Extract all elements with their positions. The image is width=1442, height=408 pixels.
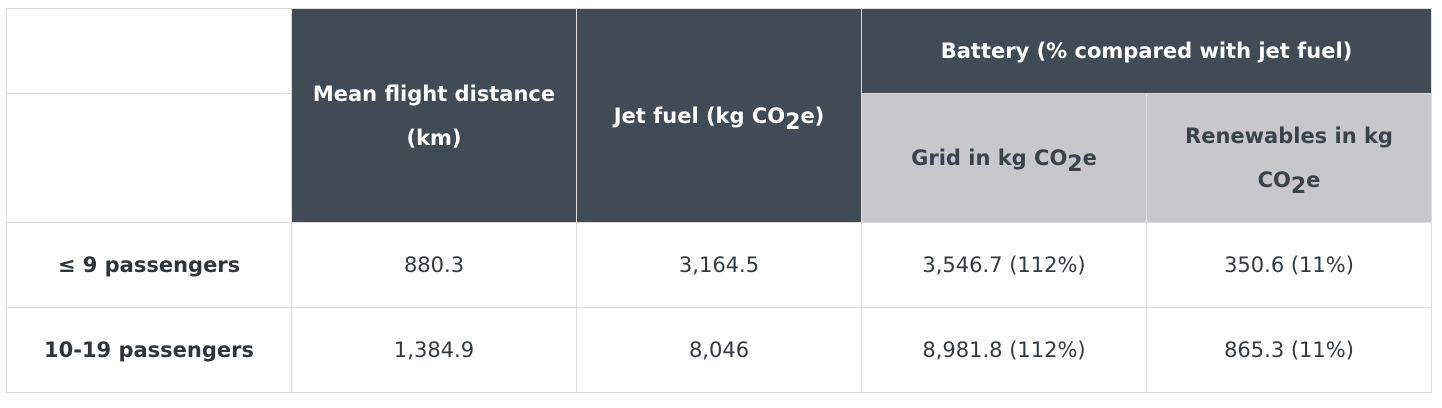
header-grid-label: Grid in kg CO [911,146,1068,170]
header-row-1: Mean flight distance (km) Jet fuel (kg C… [6,8,1432,223]
row-label: ≤ 9 passengers [6,222,292,308]
corner-cell-top [6,8,292,94]
cell-jet-fuel: 3,164.5 [576,222,862,308]
header-jet-fuel-label: Jet fuel (kg CO [613,103,786,128]
cell-jet-fuel: 8,046 [576,307,862,393]
row-label: 10-19 passengers [6,307,292,393]
header-jet-fuel-suffix: e) [800,103,825,128]
emissions-table: Mean flight distance (km) Jet fuel (kg C… [6,8,1432,393]
header-jet-fuel: Jet fuel (kg CO2e) [576,8,862,223]
cell-grid: 3,546.7 (112%) [861,222,1147,308]
header-grid-suffix: e [1082,146,1097,170]
table-row: 10-19 passengers 1,384.9 8,046 8,981.8 (… [6,307,1432,393]
header-battery-group: Battery (% compared with jet fuel) [861,8,1432,94]
cell-distance: 1,384.9 [291,307,577,393]
header-grid-subscript: 2 [1067,152,1083,177]
table-row: ≤ 9 passengers 880.3 3,164.5 3,546.7 (11… [6,222,1432,308]
header-renewables-label: Renewables in kg CO [1185,124,1393,192]
cell-distance: 880.3 [291,222,577,308]
header-renewables-subscript: 2 [1290,174,1307,199]
header-mean-distance-label: Mean flight distance (km) [312,81,556,150]
header-jet-fuel-subscript: 2 [785,109,801,135]
cell-grid: 8,981.8 (112%) [861,307,1147,393]
header-renewables: Renewables in kg CO2e [1146,93,1432,223]
corner-cell-bottom [6,93,292,223]
cell-renewables: 350.6 (11%) [1146,222,1432,308]
header-battery-group-label: Battery (% compared with jet fuel) [940,39,1353,63]
header-grid: Grid in kg CO2e [861,93,1147,223]
header-mean-distance: Mean flight distance (km) [291,8,577,223]
header-renewables-suffix: e [1306,168,1321,192]
header-row-2: Grid in kg CO2e Renewables in kg CO2e [6,93,1432,223]
cell-renewables: 865.3 (11%) [1146,307,1432,393]
